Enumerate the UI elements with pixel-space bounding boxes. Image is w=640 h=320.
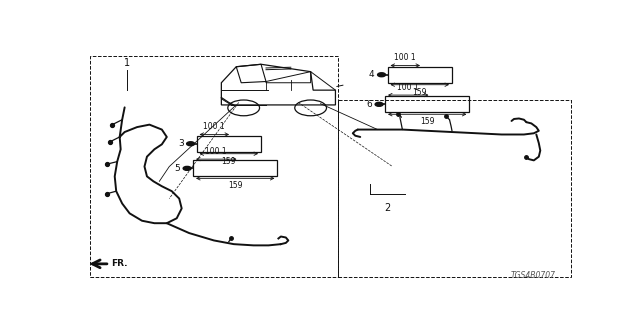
Text: 100 1: 100 1 [204,122,225,131]
Text: 5: 5 [174,164,180,173]
Circle shape [378,73,385,77]
Text: 100 1: 100 1 [397,83,419,92]
Circle shape [375,102,383,106]
Text: 159: 159 [228,181,243,190]
Text: FR.: FR. [111,259,128,268]
Text: 1: 1 [124,58,130,68]
Text: TGS4B0707: TGS4B0707 [511,271,556,280]
Text: 4: 4 [369,70,374,79]
Text: 3: 3 [178,139,184,148]
Text: 6: 6 [366,100,372,109]
Text: 159: 159 [221,157,236,166]
Bar [385,96,469,112]
Bar [338,100,571,277]
Bar [193,160,277,176]
Circle shape [187,142,195,146]
Bar [90,56,338,277]
Text: 159: 159 [413,88,427,97]
Circle shape [183,166,191,170]
Bar [196,136,261,152]
Text: 2: 2 [385,204,390,213]
Bar [388,67,452,83]
Text: 159: 159 [420,117,435,126]
Text: 100 1: 100 1 [205,147,227,156]
Text: 100 1: 100 1 [394,53,416,62]
